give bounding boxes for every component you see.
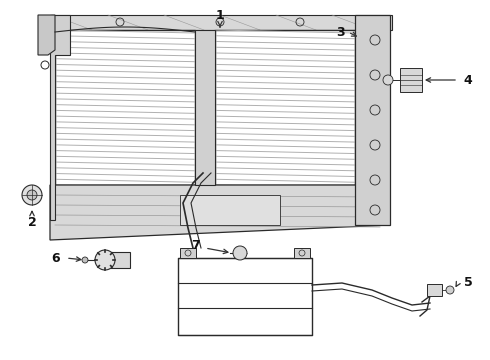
Polygon shape	[355, 165, 390, 190]
Polygon shape	[38, 15, 55, 55]
Polygon shape	[427, 284, 442, 296]
Text: 2: 2	[27, 211, 36, 229]
Polygon shape	[360, 32, 374, 44]
Polygon shape	[50, 185, 390, 240]
Circle shape	[383, 75, 393, 85]
Polygon shape	[355, 35, 390, 60]
Polygon shape	[355, 15, 390, 225]
Circle shape	[27, 190, 37, 200]
Polygon shape	[180, 248, 196, 258]
Polygon shape	[55, 30, 195, 185]
Polygon shape	[195, 30, 215, 185]
Polygon shape	[355, 100, 390, 125]
Circle shape	[95, 250, 115, 270]
Circle shape	[233, 246, 247, 260]
Text: 5: 5	[464, 276, 472, 289]
Text: 4: 4	[464, 73, 472, 86]
Polygon shape	[180, 195, 280, 225]
Polygon shape	[215, 30, 355, 185]
Polygon shape	[50, 15, 70, 220]
Circle shape	[446, 286, 454, 294]
Text: 1: 1	[216, 9, 224, 27]
Polygon shape	[294, 248, 310, 258]
Polygon shape	[108, 252, 130, 268]
Text: 3: 3	[336, 26, 345, 39]
Circle shape	[82, 257, 88, 263]
Text: 6: 6	[51, 252, 60, 265]
Polygon shape	[178, 258, 312, 335]
Polygon shape	[52, 15, 392, 30]
Text: 7: 7	[191, 239, 200, 252]
Circle shape	[22, 185, 42, 205]
Polygon shape	[400, 68, 422, 92]
